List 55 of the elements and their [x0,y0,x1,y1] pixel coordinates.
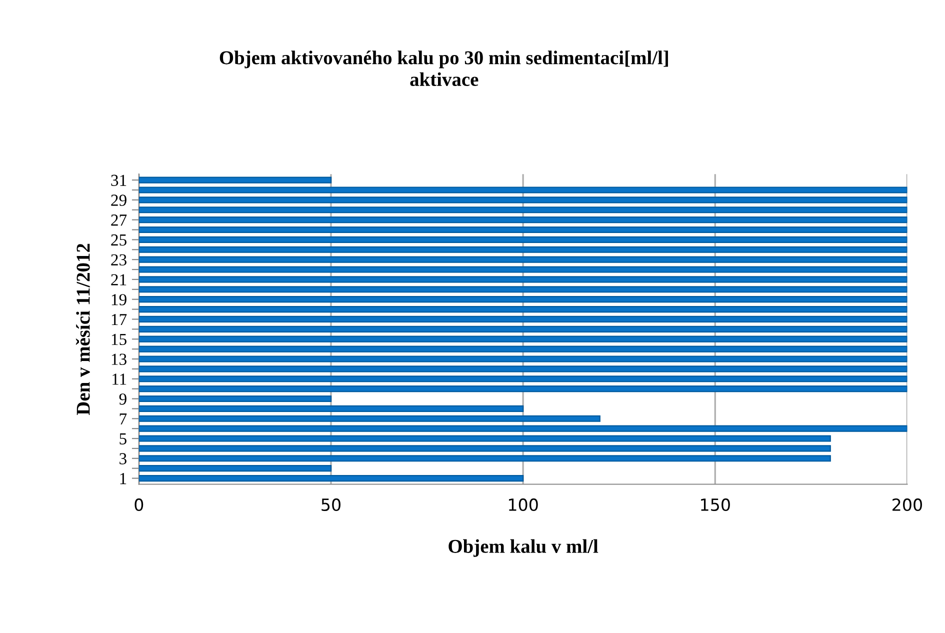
bar [138,386,908,392]
x-tick-label: 0 [134,498,144,512]
bar [138,226,908,234]
bar [138,405,524,412]
bar [138,206,908,214]
bar [138,296,908,303]
y-tick-label: 3 [120,453,126,464]
bar [138,465,332,472]
y-tick-label: 9 [119,393,126,405]
bar [138,286,908,293]
y-tick-label: 13 [112,354,126,365]
bar [138,186,908,194]
bar [138,376,908,382]
y-tick-label: 17 [112,314,127,325]
x-axis-title: Objem kalu v ml/l [448,539,598,557]
bar [138,236,908,243]
bar [138,435,831,442]
y-tick-label: 5 [120,433,126,444]
bar [138,455,831,462]
bar [138,276,908,283]
y-tick-label: 7 [120,414,127,424]
bar [138,415,600,422]
y-tick-label: 15 [112,334,126,346]
bar [138,326,908,332]
x-tick-label: 200 [892,498,922,512]
bar [138,256,908,263]
bar [138,176,332,184]
bar [138,366,908,372]
bar [138,356,908,362]
bar [138,306,908,313]
chart-title: Objem aktivovaného kalu po 30 min sedimentaci[ml/l] aktivace [220,50,668,86]
y-tick-label: 29 [111,194,126,206]
bar [138,445,831,452]
y-tick-label: 1 [120,473,126,484]
bar [138,474,524,482]
x-tick-label: 100 [508,498,538,512]
y-axis-title: Den v měsíci 11/2012 [76,244,90,415]
y-tick-label: 23 [111,254,126,266]
bar [138,346,908,352]
bar [138,425,908,432]
y-tick-label: 21 [111,274,126,286]
bar [138,246,908,253]
y-tick-label: 25 [111,234,126,246]
bar [138,336,908,342]
y-tick-label: 27 [111,214,127,226]
y-tick-label: 19 [112,294,126,306]
bar [138,216,908,224]
bar [138,316,908,323]
y-tick-label: 11 [112,374,126,385]
bar [138,266,908,273]
x-tick-label: 50 [322,498,340,512]
y-tick-label: 31 [111,174,126,186]
x-tick-label: 150 [701,498,730,512]
bar [138,395,332,402]
bar [138,196,908,204]
